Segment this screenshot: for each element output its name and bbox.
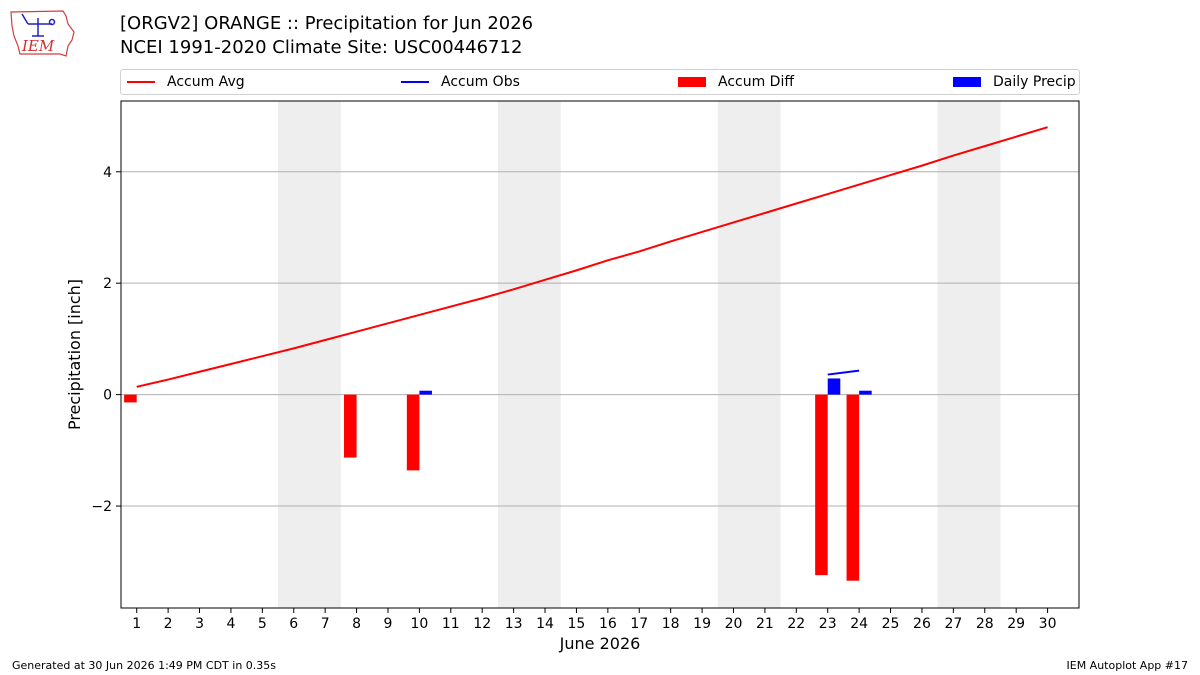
chart-subtitle: NCEI 1991-2020 Climate Site: USC00446712 (120, 37, 523, 58)
x-tick-label-26: 26 (913, 616, 931, 632)
accum-diff-bar-day-1 (124, 394, 137, 403)
accum-diff-bar-day-10 (406, 394, 420, 471)
x-tick-label-6: 6 (289, 616, 298, 632)
accum-diff-bar-day-24 (846, 394, 860, 581)
accum-diff-bar-day-23 (815, 394, 828, 576)
legend-item-accum-diff: Accum Diff (678, 70, 794, 94)
legend-item-accum-obs: Accum Obs (401, 70, 520, 94)
weather-station-icon (21, 13, 56, 37)
legend-swatch-accum-avg (127, 81, 155, 83)
weekend-shade-2 (497, 101, 561, 608)
x-tick-label-14: 14 (536, 616, 554, 632)
weekend-shade-4 (937, 101, 1001, 608)
legend-label-daily-precip: Daily Precip (993, 74, 1076, 90)
legend-swatch-daily-precip (953, 77, 981, 87)
x-tick-label-27: 27 (944, 616, 962, 632)
x-tick-label-4: 4 (226, 616, 235, 632)
x-tick-label-16: 16 (599, 616, 617, 632)
x-tick-label-8: 8 (352, 616, 361, 632)
x-tick-label-20: 20 (725, 616, 743, 632)
x-tick-label-25: 25 (882, 616, 900, 632)
x-tick-label-5: 5 (258, 616, 267, 632)
x-tick-label-30: 30 (1039, 616, 1057, 632)
x-tick-label-28: 28 (976, 616, 994, 632)
x-tick-label-18: 18 (662, 616, 680, 632)
generated-timestamp: Generated at 30 Jun 2026 1:49 PM CDT in … (12, 659, 277, 672)
accum-avg-line (136, 126, 1048, 388)
x-tick-label-1: 1 (132, 616, 141, 632)
x-tick-label-21: 21 (756, 616, 774, 632)
weekend-shade-3 (717, 101, 781, 608)
x-tick-label-12: 12 (473, 616, 491, 632)
x-axis-label: June 2026 (559, 634, 641, 653)
x-tick-label-29: 29 (1007, 616, 1025, 632)
iowa-outline-icon (10, 10, 75, 57)
x-tick-label-17: 17 (630, 616, 648, 632)
daily-precip-bar-day-24 (859, 390, 872, 395)
x-tick-label-3: 3 (195, 616, 204, 632)
legend-swatch-accum-obs (401, 81, 429, 83)
daily-precip-bar-day-10 (419, 390, 432, 395)
x-tick-label-11: 11 (442, 616, 460, 632)
y-tick-label-3: 4 (103, 165, 112, 181)
daily-precip-bar-day-23 (827, 378, 841, 395)
x-tick-label-22: 22 (787, 616, 805, 632)
y-tick-label-1: 0 (103, 388, 112, 404)
y-axis-label: Precipitation [inch] (65, 279, 84, 430)
iem-logo: IEM (10, 10, 75, 57)
legend-label-accum-obs: Accum Obs (441, 74, 520, 90)
y-tick-label-0: −2 (91, 499, 112, 515)
x-tick-label-15: 15 (568, 616, 586, 632)
x-tick-label-13: 13 (505, 616, 523, 632)
x-tick-label-9: 9 (384, 616, 393, 632)
legend-item-accum-avg: Accum Avg (127, 70, 245, 94)
chart-title: [ORGV2] ORANGE :: Precipitation for Jun … (120, 13, 534, 34)
app-label: IEM Autoplot App #17 (1066, 659, 1189, 672)
plot-frame (120, 100, 1080, 609)
x-tick-label-23: 23 (819, 616, 837, 632)
x-tick-label-10: 10 (410, 616, 428, 632)
y-tick-label-2: 2 (103, 276, 112, 292)
legend-item-daily-precip: Daily Precip (953, 70, 1076, 94)
legend-label-accum-diff: Accum Diff (718, 74, 795, 90)
legend-swatch-accum-diff (678, 77, 706, 87)
accum-obs-line (827, 369, 860, 376)
weekend-shade-1 (278, 101, 341, 608)
logo-text: IEM (21, 37, 55, 55)
x-tick-label-2: 2 (164, 616, 173, 632)
x-tick-label-7: 7 (321, 616, 330, 632)
x-tick-label-24: 24 (850, 616, 868, 632)
legend-label-accum-avg: Accum Avg (167, 74, 245, 90)
x-tick-label-19: 19 (693, 616, 711, 632)
accum-diff-bar-day-8 (344, 394, 357, 458)
legend: Accum Avg Accum Obs Accum Diff Daily Pre… (120, 69, 1080, 95)
